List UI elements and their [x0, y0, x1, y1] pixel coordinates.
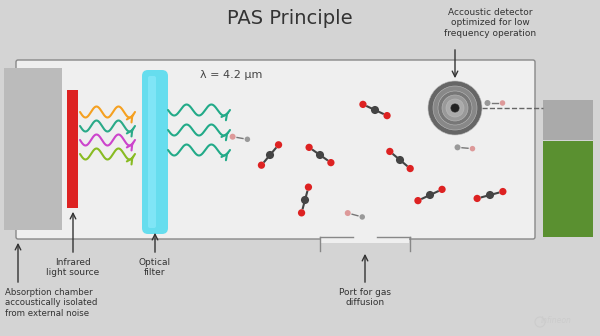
- Circle shape: [455, 144, 461, 150]
- Circle shape: [386, 148, 394, 155]
- Circle shape: [486, 191, 494, 199]
- Circle shape: [446, 99, 464, 117]
- Text: Optical
filter: Optical filter: [139, 258, 171, 278]
- Bar: [543, 141, 593, 237]
- Circle shape: [485, 100, 491, 106]
- Bar: [4, 68, 62, 230]
- Bar: [67, 90, 78, 208]
- Circle shape: [407, 165, 414, 172]
- Circle shape: [327, 159, 335, 166]
- Circle shape: [305, 144, 313, 151]
- Circle shape: [371, 106, 379, 114]
- Circle shape: [230, 134, 236, 140]
- Circle shape: [345, 210, 351, 216]
- Circle shape: [359, 214, 365, 220]
- Text: infineon: infineon: [541, 316, 572, 325]
- Circle shape: [396, 156, 404, 164]
- Bar: [321, 235, 409, 243]
- Circle shape: [451, 104, 459, 112]
- Circle shape: [438, 91, 472, 125]
- Bar: [543, 100, 593, 140]
- Circle shape: [383, 112, 391, 119]
- Circle shape: [301, 196, 309, 204]
- Circle shape: [499, 188, 506, 195]
- Circle shape: [245, 136, 250, 142]
- Circle shape: [442, 95, 468, 121]
- Circle shape: [298, 209, 305, 216]
- Circle shape: [275, 141, 282, 149]
- Circle shape: [258, 162, 265, 169]
- Circle shape: [305, 183, 312, 191]
- Circle shape: [415, 197, 422, 204]
- Circle shape: [426, 191, 434, 199]
- Circle shape: [359, 101, 367, 108]
- Circle shape: [428, 81, 482, 135]
- Text: λ = 4.2 μm: λ = 4.2 μm: [200, 70, 262, 80]
- Circle shape: [500, 100, 505, 106]
- Text: Port for gas
diffusion: Port for gas diffusion: [339, 288, 391, 307]
- FancyBboxPatch shape: [142, 70, 168, 234]
- Circle shape: [433, 86, 477, 130]
- Text: PAS Principle: PAS Principle: [227, 8, 353, 28]
- Circle shape: [450, 103, 460, 113]
- Text: Absorption chamber
accoustically isolated
from external noise: Absorption chamber accoustically isolate…: [5, 288, 97, 318]
- FancyBboxPatch shape: [148, 76, 156, 228]
- Circle shape: [439, 186, 446, 193]
- Circle shape: [316, 151, 324, 159]
- Text: Accoustic detector
optimized for low
frequency operation: Accoustic detector optimized for low fre…: [444, 8, 536, 38]
- Circle shape: [470, 146, 475, 152]
- Circle shape: [266, 151, 274, 159]
- FancyBboxPatch shape: [16, 60, 535, 239]
- Text: Infrared
light source: Infrared light source: [46, 258, 100, 278]
- Circle shape: [473, 195, 481, 202]
